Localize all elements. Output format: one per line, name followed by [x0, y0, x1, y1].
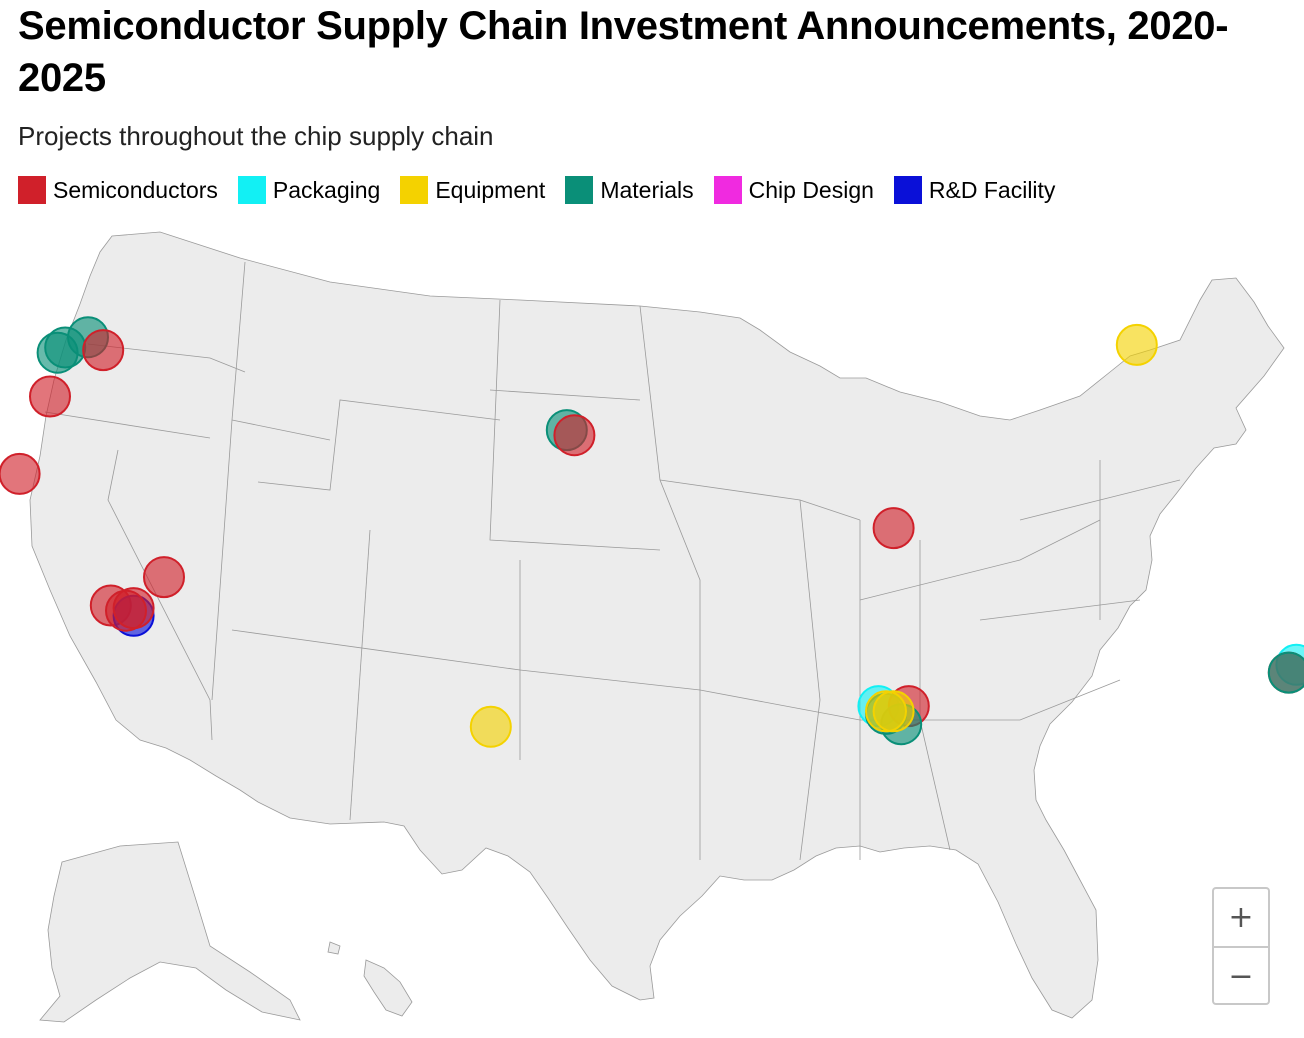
project-marker-semiconductors[interactable] [872, 507, 915, 550]
project-marker-materials[interactable] [36, 331, 79, 374]
legend-swatch-rd-facility [893, 176, 922, 204]
legend-label-chip-design: Chip Design [748, 176, 874, 203]
legend-label-rd-facility: R&D Facility [928, 176, 1056, 203]
project-marker-semiconductors[interactable] [29, 375, 71, 418]
legend: Semiconductors Packaging Equipment Mater… [18, 176, 1055, 204]
project-marker-equipment[interactable] [872, 690, 915, 733]
project-marker-equipment[interactable] [469, 705, 512, 748]
legend-label-packaging: Packaging [272, 176, 381, 203]
project-marker-semiconductors[interactable] [112, 587, 155, 630]
map-land-layer [29, 231, 1285, 1023]
us-map[interactable] [0, 220, 1304, 1038]
legend-label-semiconductors: Semiconductors [53, 176, 218, 203]
zoom-out-button[interactable]: − [1228, 959, 1254, 994]
hawaii-landmass [363, 959, 413, 1017]
project-marker-semiconductors[interactable] [82, 329, 125, 372]
project-marker-semiconductors[interactable] [0, 452, 41, 495]
legend-label-materials: Materials [600, 176, 694, 203]
map-area[interactable] [0, 220, 1304, 1038]
legend-swatch-equipment [400, 176, 429, 204]
project-marker-equipment[interactable] [1115, 323, 1158, 366]
map-subtitle: Projects throughout the chip supply chai… [18, 121, 494, 151]
contiguous-us-landmass [29, 231, 1285, 1019]
legend-swatch-chip-design [713, 176, 742, 204]
project-marker-semiconductors[interactable] [553, 414, 596, 457]
legend-item-materials[interactable]: Materials [565, 176, 694, 204]
legend-swatch-packaging [237, 176, 266, 204]
legend-swatch-materials [565, 176, 594, 204]
legend-item-chip-design[interactable]: Chip Design [713, 176, 874, 204]
legend-item-semiconductors[interactable]: Semiconductors [18, 176, 218, 204]
legend-swatch-semiconductors [18, 176, 46, 204]
hawaii-island-small [327, 941, 341, 955]
legend-item-rd-facility[interactable]: R&D Facility [893, 176, 1056, 204]
zoom-in-button[interactable]: + [1214, 889, 1268, 948]
project-marker-materials[interactable] [1267, 651, 1304, 694]
map-title: Semiconductor Supply Chain Investment An… [18, 4, 1229, 100]
project-markers[interactable] [0, 316, 1304, 865]
alaska-landmass [39, 841, 301, 1023]
legend-label-equipment: Equipment [435, 176, 546, 203]
zoom-control: + − [1212, 887, 1270, 1005]
legend-item-equipment[interactable]: Equipment [400, 176, 545, 204]
legend-item-packaging[interactable]: Packaging [237, 176, 381, 204]
project-marker-semiconductors[interactable] [143, 556, 185, 599]
